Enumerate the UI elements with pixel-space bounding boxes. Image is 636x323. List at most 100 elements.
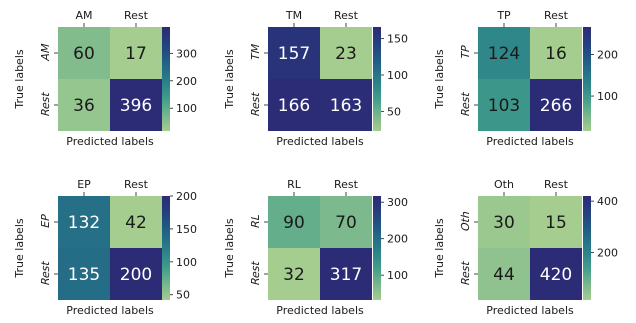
colorbar-tick-label: 150	[387, 33, 408, 46]
cell-value-label: 16	[545, 44, 567, 64]
cell-value-label: 200	[120, 265, 152, 285]
heatmap-cell	[478, 79, 530, 131]
y-axis-label: True labels	[223, 218, 236, 278]
colorbar-tick-label: 200	[176, 190, 197, 203]
colorbar-tick-label: 200	[176, 75, 197, 88]
colorbar	[583, 196, 591, 300]
cell-value-label: 70	[335, 213, 357, 233]
heatmap-cell	[320, 196, 372, 248]
y-tick-label: TP	[459, 44, 472, 62]
heatmap-cell	[478, 196, 530, 248]
cell-value-label: 420	[540, 265, 572, 285]
heatmap-cell	[58, 248, 110, 300]
heatmap-cell	[110, 196, 162, 248]
colorbar-tick-label: 150	[176, 223, 197, 236]
y-tick-label: AM	[39, 42, 52, 62]
cell-value-label: 15	[545, 213, 567, 233]
y-tick-label: Rest	[459, 90, 472, 118]
colorbar	[373, 196, 381, 300]
cell-value-label: 42	[125, 213, 147, 233]
colorbar	[373, 27, 381, 131]
x-tick-label: Rest	[544, 9, 569, 22]
cell-value-label: 103	[488, 96, 520, 116]
colorbar-tick-label: 200	[597, 48, 618, 61]
colorbar-tick-label: 100	[176, 102, 197, 115]
y-tick-label: TM	[249, 42, 262, 62]
y-axis-label: True labels	[13, 218, 26, 278]
heatmap-cell	[58, 27, 110, 79]
confusion-matrix-5: 90 70 32 317 RL Rest RL Rest Predicted labels Tru…	[223, 178, 408, 317]
heatmap-cell	[268, 79, 320, 131]
heatmap-cell	[110, 248, 162, 300]
cell-value-label: 17	[125, 44, 147, 64]
y-tick-label: RL	[249, 212, 262, 230]
colorbar-tick-label: 200	[597, 246, 618, 259]
x-tick-label: RL	[287, 178, 302, 191]
y-tick-label: EP	[39, 212, 52, 229]
colorbar-tick-label: 300	[387, 196, 408, 209]
cell-value-label: 30	[493, 213, 515, 233]
cell-value-label: 90	[283, 213, 305, 233]
confusion-matrix-2: 157 23 166 163 TM Rest TM Rest Predicted labels T…	[223, 9, 408, 148]
colorbar	[162, 27, 170, 131]
y-tick-label: Rest	[459, 259, 472, 287]
x-tick-label: Rest	[334, 178, 359, 191]
cell-value-label: 166	[278, 96, 310, 116]
y-tick-label: Rest	[39, 90, 52, 118]
colorbar-tick-label: 100	[597, 90, 618, 103]
cell-value-label: 36	[73, 96, 95, 116]
cell-value-label: 317	[330, 265, 362, 285]
confusion-matrix-4: 132 42 135 200 EP Rest EP Rest Predicted labels T…	[13, 178, 197, 317]
cell-value-label: 396	[120, 96, 152, 116]
heatmap-cell	[530, 27, 582, 79]
cell-value-label: 60	[73, 44, 95, 64]
colorbar-tick-label: 50	[176, 289, 190, 302]
y-tick-label: Oth	[459, 210, 472, 233]
x-axis-label: Predicted labels	[486, 135, 574, 148]
x-axis-label: Predicted labels	[66, 135, 154, 148]
heatmap-cell	[58, 79, 110, 131]
x-axis-label: Predicted labels	[276, 304, 364, 317]
cell-value-label: 157	[278, 44, 310, 64]
x-tick-label: TM	[285, 9, 302, 22]
y-tick-label: Rest	[39, 259, 52, 287]
colorbar-tick-label: 50	[387, 105, 401, 118]
heatmap-cell	[530, 248, 582, 300]
heatmap-cell	[320, 27, 372, 79]
colorbar	[162, 196, 170, 300]
x-tick-label: Rest	[334, 9, 359, 22]
y-tick-label: Rest	[249, 259, 262, 287]
x-tick-label: TP	[496, 9, 511, 22]
colorbar-tick-label: 100	[387, 269, 408, 282]
cell-value-label: 266	[540, 96, 572, 116]
colorbar-tick-label: 100	[387, 69, 408, 82]
y-axis-label: True labels	[433, 49, 446, 109]
heatmap-cell	[268, 27, 320, 79]
heatmap-cell	[320, 248, 372, 300]
cell-value-label: 132	[68, 213, 100, 233]
x-tick-label: Rest	[124, 178, 149, 191]
colorbar-tick-label: 200	[387, 233, 408, 246]
heatmap-cell	[478, 27, 530, 79]
confusion-matrix-6: 30 15 44 420 Oth Rest Oth Rest Predicted labels T…	[433, 178, 618, 317]
cell-value-label: 23	[335, 44, 357, 64]
y-axis-label: True labels	[13, 49, 26, 109]
x-tick-label: EP	[77, 178, 91, 191]
y-tick-label: Rest	[249, 90, 262, 118]
y-axis-label: True labels	[433, 218, 446, 278]
heatmap-cell	[530, 79, 582, 131]
confusion-matrix-3: 124 16 103 266 TP Rest TP Rest Predicted labels T…	[433, 9, 618, 148]
heatmap-cell	[320, 79, 372, 131]
heatmap-cell	[268, 248, 320, 300]
x-axis-label: Predicted labels	[66, 304, 154, 317]
colorbar-tick-label: 300	[176, 47, 197, 60]
cell-value-label: 32	[283, 265, 305, 285]
heatmap-cell	[110, 27, 162, 79]
heatmap-cell	[478, 248, 530, 300]
heatmap-cell	[58, 196, 110, 248]
x-tick-label: Oth	[494, 178, 514, 191]
heatmap-cell	[268, 196, 320, 248]
x-axis-label: Predicted labels	[486, 304, 574, 317]
colorbar-tick-label: 100	[176, 256, 197, 269]
